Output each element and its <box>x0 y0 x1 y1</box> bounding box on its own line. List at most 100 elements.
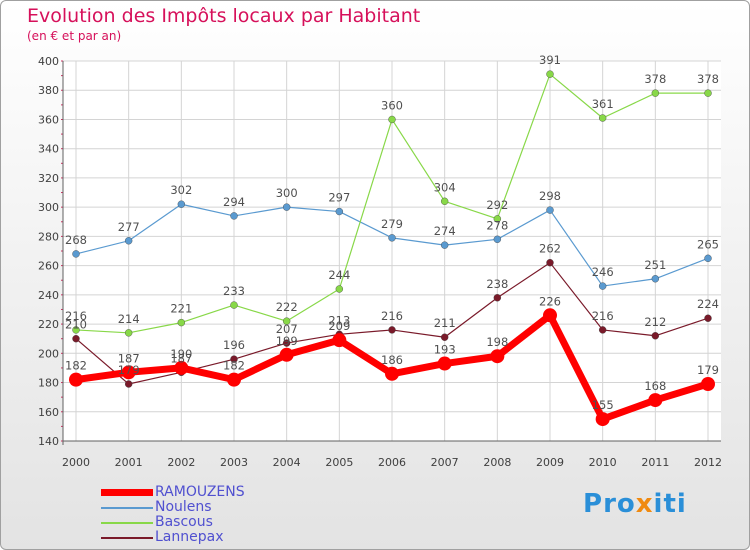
data-point <box>177 318 186 327</box>
data-point <box>490 349 505 364</box>
data-label: 302 <box>170 183 192 197</box>
data-point <box>124 380 133 388</box>
data-point <box>598 282 607 290</box>
legend-item: Bascous <box>101 515 245 530</box>
data-point <box>651 89 660 97</box>
data-point <box>440 241 449 249</box>
data-label: 168 <box>644 379 666 393</box>
data-label: 214 <box>118 312 140 326</box>
data-point <box>282 203 291 211</box>
legend-item: Lannepax <box>101 530 245 545</box>
data-label: 216 <box>381 309 403 323</box>
data-label: 193 <box>434 343 456 357</box>
x-tick-label: 2011 <box>641 456 669 469</box>
x-tick-label: 2005 <box>325 456 353 469</box>
data-point <box>174 360 189 375</box>
x-tick-label: 2000 <box>62 456 90 469</box>
data-point <box>704 314 712 322</box>
legend-swatch <box>101 489 153 496</box>
y-tick-label: 240 <box>38 289 59 302</box>
logo-letter: P <box>583 489 604 519</box>
data-point <box>651 275 660 283</box>
y-tick-label: 400 <box>38 55 59 68</box>
y-tick-label: 340 <box>38 143 59 156</box>
data-point <box>493 235 502 244</box>
data-point <box>385 366 399 381</box>
y-tick-label: 200 <box>38 347 59 360</box>
data-label: 182 <box>65 359 87 373</box>
data-label: 226 <box>539 294 561 308</box>
data-label: 268 <box>65 233 87 247</box>
data-point <box>546 70 554 78</box>
logo-letter: i <box>653 489 664 519</box>
data-point <box>121 365 136 380</box>
data-label: 155 <box>592 398 614 412</box>
data-point <box>388 234 396 242</box>
data-point <box>543 308 557 323</box>
data-point <box>598 326 607 334</box>
x-tick-label: 2010 <box>589 456 617 469</box>
legend-swatch <box>101 521 153 524</box>
data-point <box>332 333 347 348</box>
data-point <box>437 356 452 371</box>
chart-title: Evolution des Impôts locaux par Habitant <box>27 5 421 27</box>
data-point <box>440 197 449 206</box>
legend-label: Lannepax <box>155 529 224 545</box>
x-tick-label: 2007 <box>431 456 459 469</box>
data-label: 221 <box>170 302 192 316</box>
data-point <box>282 339 291 347</box>
data-label: 262 <box>539 242 561 256</box>
data-label: 179 <box>697 363 719 377</box>
data-label: 360 <box>381 98 403 112</box>
logo-letter: o <box>616 489 636 519</box>
data-point <box>598 114 607 122</box>
proxiti-logo: Proxiti <box>583 489 687 519</box>
logo-letter: i <box>676 489 687 519</box>
legend-swatch <box>101 536 153 539</box>
x-tick-label: 2009 <box>536 456 564 469</box>
data-label: 361 <box>592 97 614 111</box>
data-label: 279 <box>381 217 403 231</box>
x-tick-label: 2004 <box>273 456 301 469</box>
data-point <box>546 258 554 267</box>
data-label: 246 <box>592 265 614 279</box>
data-label: 378 <box>697 72 719 86</box>
data-label: 216 <box>592 309 614 323</box>
data-point <box>651 332 660 340</box>
data-point <box>72 334 80 343</box>
logo-letter: x <box>635 489 654 519</box>
legend-label: RAMOUZENS <box>155 484 245 500</box>
data-point <box>704 254 712 263</box>
y-tick-label: 260 <box>38 260 59 273</box>
x-tick-label: 2008 <box>483 456 511 469</box>
data-point <box>701 377 715 391</box>
data-label: 278 <box>486 218 508 232</box>
data-point <box>69 372 83 387</box>
data-label: 304 <box>434 180 456 194</box>
data-label: 199 <box>276 334 298 348</box>
data-label: 198 <box>486 335 508 349</box>
data-label: 213 <box>328 313 350 327</box>
y-tick-label: 180 <box>38 377 59 390</box>
data-point <box>704 89 712 97</box>
data-point <box>72 250 80 258</box>
data-point <box>335 207 344 216</box>
data-point <box>279 347 294 362</box>
data-point <box>546 206 554 214</box>
data-label: 298 <box>539 189 561 203</box>
x-tick-label: 2012 <box>694 456 722 469</box>
data-label: 207 <box>276 322 298 336</box>
data-label: 196 <box>223 338 245 352</box>
y-tick-label: 220 <box>38 318 59 331</box>
data-point <box>230 301 238 309</box>
data-point <box>595 412 610 427</box>
legend-item: RAMOUZENS <box>101 485 245 500</box>
legend-item: Noulens <box>101 500 245 515</box>
y-tick-label: 380 <box>38 84 59 97</box>
legend-label: Bascous <box>155 514 213 530</box>
data-point <box>230 355 238 363</box>
data-point <box>282 317 291 325</box>
data-label: 265 <box>697 237 719 251</box>
